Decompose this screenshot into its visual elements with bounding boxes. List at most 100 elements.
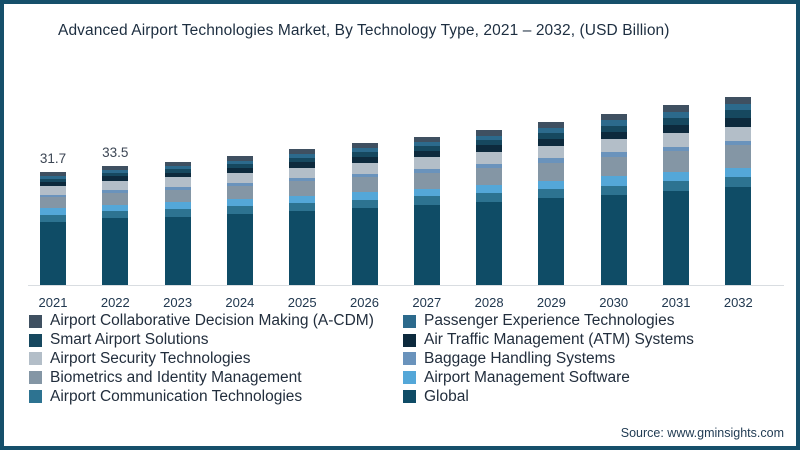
bar-segment-smart[interactable] xyxy=(476,140,503,146)
bar-segment-biometrics[interactable] xyxy=(413,172,440,189)
bar-segment-acdm[interactable] xyxy=(663,105,689,113)
bar-segment-biometrics[interactable] xyxy=(289,181,316,196)
bar-segment-security[interactable] xyxy=(538,145,565,159)
bar-segment-act[interactable] xyxy=(289,202,316,211)
bar-segment-ams[interactable] xyxy=(663,171,689,182)
bar-segment-pet[interactable] xyxy=(663,112,689,118)
bar-segment-atm[interactable] xyxy=(226,167,253,173)
bar-segment-global[interactable] xyxy=(663,190,689,285)
bar-segment-pet[interactable] xyxy=(164,165,191,169)
bar-column-2028[interactable]: 2028 xyxy=(475,129,504,310)
bar-segment-smart[interactable] xyxy=(413,146,440,152)
bar-segment-global[interactable] xyxy=(476,201,503,285)
bar-column-2030[interactable]: 2030 xyxy=(599,113,628,310)
bar-segment-atm[interactable] xyxy=(289,162,316,168)
bar-segment-smart[interactable] xyxy=(289,158,316,163)
bar-segment-pet[interactable] xyxy=(40,176,66,179)
bar-segment-atm[interactable] xyxy=(600,131,627,140)
bar-segment-atm[interactable] xyxy=(476,145,503,152)
bar-segment-global[interactable] xyxy=(289,210,316,285)
bar-segment-atm[interactable] xyxy=(351,156,378,163)
bar-segment-baggage[interactable] xyxy=(663,146,689,152)
bar-segment-pet[interactable] xyxy=(413,141,440,147)
bar-segment-biometrics[interactable] xyxy=(164,189,191,203)
bar-segment-global[interactable] xyxy=(40,221,66,285)
bar-column-2029[interactable]: 2029 xyxy=(537,122,566,310)
bar-segment-ams[interactable] xyxy=(413,188,440,197)
bar-segment-smart[interactable] xyxy=(40,178,66,182)
bar-segment-ams[interactable] xyxy=(40,208,66,215)
bar-segment-act[interactable] xyxy=(226,205,253,214)
bar-segment-security[interactable] xyxy=(40,185,66,195)
legend-item-security[interactable]: Airport Security Technologies xyxy=(29,350,401,369)
bar-column-2022[interactable]: 33.5 2022 xyxy=(101,145,130,310)
bar-segment-atm[interactable] xyxy=(663,124,689,134)
bar-segment-biometrics[interactable] xyxy=(663,151,689,172)
bar-segment-baggage[interactable] xyxy=(289,177,316,182)
bar-segment-global[interactable] xyxy=(538,198,565,285)
bar-segment-acdm[interactable] xyxy=(351,143,378,149)
bar-segment-biometrics[interactable] xyxy=(538,162,565,181)
bar-segment-ams[interactable] xyxy=(476,184,503,193)
bar-segment-ams[interactable] xyxy=(102,204,129,211)
bar-column-2031[interactable]: 2031 xyxy=(662,105,690,310)
bar-segment-act[interactable] xyxy=(538,189,565,199)
bar-column-2021[interactable]: 31.7 2021 xyxy=(39,151,68,310)
bar-segment-atm[interactable] xyxy=(538,138,565,146)
bar-segment-pet[interactable] xyxy=(226,160,253,165)
bar-column-2024[interactable]: 2024 xyxy=(225,156,254,310)
bar-segment-baggage[interactable] xyxy=(538,158,565,163)
bar-segment-biometrics[interactable] xyxy=(476,167,503,185)
bar-segment-ams[interactable] xyxy=(164,202,191,210)
bar-segment-smart[interactable] xyxy=(600,125,627,132)
bar-segment-security[interactable] xyxy=(725,126,752,141)
bar-segment-baggage[interactable] xyxy=(226,182,253,187)
bar-segment-ams[interactable] xyxy=(226,199,253,206)
bar-segment-smart[interactable] xyxy=(102,173,129,177)
bar-segment-smart[interactable] xyxy=(351,152,378,157)
bar-segment-smart[interactable] xyxy=(226,164,253,168)
bar-segment-biometrics[interactable] xyxy=(40,197,66,209)
bar-segment-acdm[interactable] xyxy=(40,172,66,177)
bar-segment-acdm[interactable] xyxy=(600,113,627,121)
bar-segment-security[interactable] xyxy=(351,162,378,174)
bar-segment-baggage[interactable] xyxy=(40,194,66,198)
bar-segment-act[interactable] xyxy=(725,177,752,188)
bar-segment-pet[interactable] xyxy=(476,135,503,141)
bar-segment-pet[interactable] xyxy=(102,170,129,174)
legend-item-smart[interactable]: Smart Airport Solutions xyxy=(29,331,401,350)
bar-segment-ams[interactable] xyxy=(351,192,378,200)
bar-segment-pet[interactable] xyxy=(538,128,565,134)
bar-segment-security[interactable] xyxy=(226,172,253,183)
bar-segment-baggage[interactable] xyxy=(600,152,627,157)
bar-segment-global[interactable] xyxy=(600,194,627,285)
legend-item-act[interactable]: Airport Communication Technologies xyxy=(29,387,401,406)
bar-segment-biometrics[interactable] xyxy=(102,192,129,205)
bar-segment-global[interactable] xyxy=(413,204,440,285)
bar-segment-acdm[interactable] xyxy=(725,96,752,104)
bar-segment-security[interactable] xyxy=(663,133,689,147)
bar-segment-global[interactable] xyxy=(351,207,378,285)
bar-segment-acdm[interactable] xyxy=(413,136,440,142)
bar-segment-atm[interactable] xyxy=(102,176,129,181)
bar-segment-smart[interactable] xyxy=(164,168,191,173)
bar-segment-baggage[interactable] xyxy=(413,168,440,173)
bar-segment-global[interactable] xyxy=(102,218,129,285)
bar-segment-ams[interactable] xyxy=(725,167,752,178)
bar-segment-security[interactable] xyxy=(600,139,627,153)
bar-segment-biometrics[interactable] xyxy=(725,145,752,168)
bar-segment-act[interactable] xyxy=(663,181,689,191)
bar-segment-acdm[interactable] xyxy=(289,149,316,155)
bar-segment-smart[interactable] xyxy=(663,117,689,125)
bar-segment-pet[interactable] xyxy=(351,148,378,153)
legend-item-atm[interactable]: Air Traffic Management (ATM) Systems xyxy=(403,331,780,350)
bar-segment-ams[interactable] xyxy=(538,180,565,190)
bar-column-2023[interactable]: 2023 xyxy=(163,161,192,310)
bar-segment-pet[interactable] xyxy=(725,103,752,110)
bar-segment-act[interactable] xyxy=(40,214,66,222)
bar-segment-security[interactable] xyxy=(476,151,503,164)
bar-segment-atm[interactable] xyxy=(413,151,440,158)
bar-column-2026[interactable]: 2026 xyxy=(350,143,379,310)
bar-segment-atm[interactable] xyxy=(164,172,191,178)
bar-segment-pet[interactable] xyxy=(289,154,316,159)
